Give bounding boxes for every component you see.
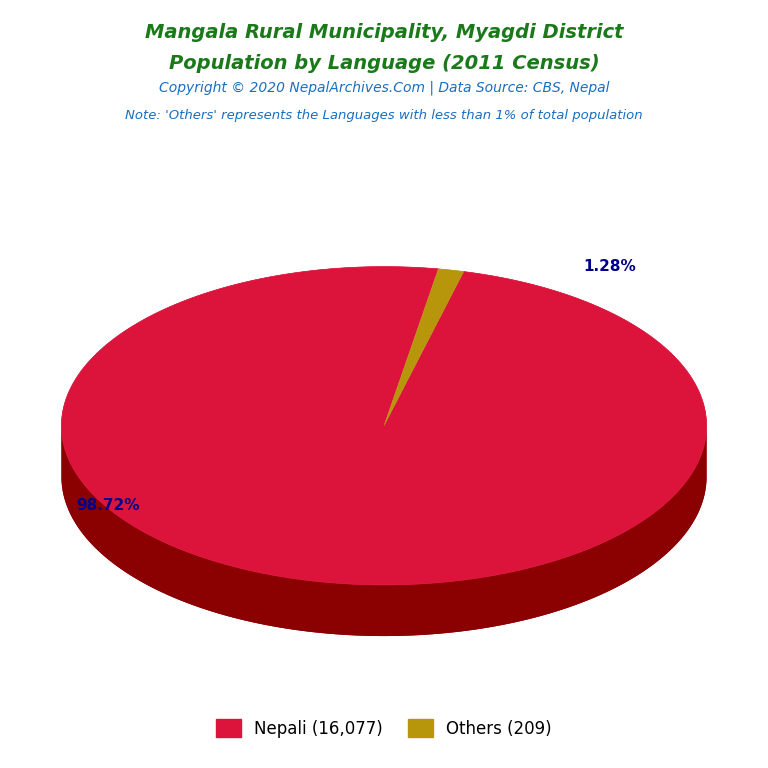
Legend: Nepali (16,077), Others (209): Nepali (16,077), Others (209) xyxy=(210,713,558,744)
Polygon shape xyxy=(384,269,464,425)
Polygon shape xyxy=(61,425,707,636)
Text: Note: 'Others' represents the Languages with less than 1% of total population: Note: 'Others' represents the Languages … xyxy=(125,109,643,122)
Polygon shape xyxy=(61,426,707,636)
Text: Mangala Rural Municipality, Myagdi District: Mangala Rural Municipality, Myagdi Distr… xyxy=(144,23,624,42)
Text: 98.72%: 98.72% xyxy=(76,498,139,513)
Text: 1.28%: 1.28% xyxy=(584,259,637,274)
Text: Copyright © 2020 NepalArchives.Com | Data Source: CBS, Nepal: Copyright © 2020 NepalArchives.Com | Dat… xyxy=(159,81,609,95)
Text: Population by Language (2011 Census): Population by Language (2011 Census) xyxy=(169,54,599,73)
Polygon shape xyxy=(61,266,707,585)
